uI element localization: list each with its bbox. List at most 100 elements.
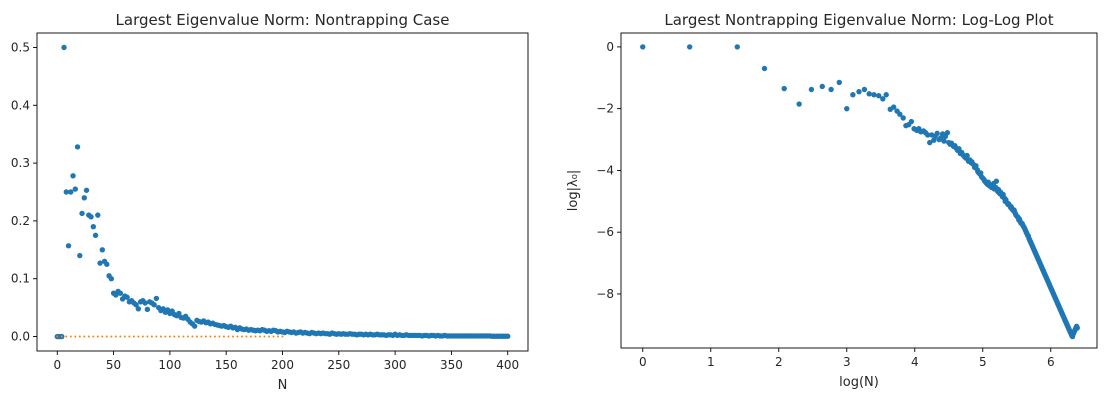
data-point-small: [227, 335, 230, 338]
x-tick-label: 400: [496, 358, 519, 372]
data-point: [828, 86, 834, 93]
y-tick-label: 0.5: [11, 40, 30, 54]
data-point: [108, 276, 115, 282]
y-tick-label: 0: [606, 40, 614, 54]
x-tick-label: 0: [639, 355, 647, 369]
data-point: [124, 294, 130, 300]
data-point: [90, 223, 97, 230]
y-tick-label: −4: [596, 163, 614, 177]
data-point-small: [200, 335, 203, 338]
data-point-small: [164, 335, 167, 338]
data-point: [505, 333, 511, 339]
y-tick-label: −2: [596, 102, 614, 116]
data-point-small: [236, 335, 239, 338]
data-point: [890, 104, 897, 110]
y-tick-label: −8: [596, 287, 614, 301]
data-point-small: [114, 335, 117, 338]
data-point-small: [281, 335, 284, 338]
data-point-small: [258, 335, 261, 338]
data-point: [900, 115, 906, 121]
data-point: [135, 306, 142, 312]
data-point: [72, 186, 78, 192]
data-point: [866, 91, 872, 97]
data-point: [850, 92, 856, 98]
data-point-small: [96, 335, 99, 338]
data-point-small: [132, 335, 135, 338]
data-point-small: [141, 335, 144, 338]
y-tick-label: 0.2: [11, 214, 30, 228]
x-tick-label: 2: [775, 355, 783, 369]
data-point-small: [240, 335, 243, 338]
data-point-small: [119, 335, 122, 338]
data-point: [876, 92, 882, 99]
data-point: [856, 88, 862, 95]
data-point: [927, 139, 933, 146]
data-point: [1074, 325, 1080, 331]
x-axis-label: log(N): [839, 375, 879, 390]
y-tick-label: 0.0: [11, 330, 30, 344]
data-point: [99, 247, 106, 253]
data-point-small: [182, 335, 185, 338]
data-point: [61, 44, 67, 51]
data-point: [941, 138, 947, 144]
x-tick-label: 300: [384, 358, 407, 372]
data-point: [883, 92, 889, 98]
x-tick-label: 100: [158, 358, 181, 372]
data-point-small: [168, 335, 171, 338]
x-tick-label: 0: [53, 358, 61, 372]
data-point: [861, 86, 868, 93]
axes-frame: [36, 32, 529, 352]
data-point-small: [254, 335, 257, 338]
data-point: [964, 152, 970, 159]
left-plot: Largest Eigenvalue Norm: Nontrapping Cas…: [11, 11, 529, 393]
data-point: [808, 86, 815, 93]
data-point: [77, 252, 83, 259]
data-point-small: [177, 335, 180, 338]
data-point: [104, 261, 110, 267]
data-point: [81, 195, 88, 201]
data-points: [640, 44, 1080, 340]
data-point: [640, 44, 646, 50]
data-point-small: [231, 335, 234, 338]
data-point: [153, 295, 160, 302]
data-point-small: [69, 335, 72, 338]
x-axis-label: N: [278, 378, 288, 393]
data-point-small: [186, 335, 189, 338]
data-point-small: [128, 335, 131, 338]
axes-frame: [620, 32, 1098, 349]
data-point: [92, 232, 99, 239]
data-point: [897, 111, 903, 117]
data-point: [65, 243, 72, 249]
data-point-small: [218, 335, 221, 338]
y-tick-label: 0.1: [11, 272, 30, 286]
data-point-small: [137, 335, 140, 338]
data-point-small: [56, 335, 59, 338]
data-point: [144, 306, 151, 313]
data-point-small: [146, 335, 149, 338]
data-point: [176, 310, 182, 317]
data-point-small: [245, 335, 248, 338]
data-point-small: [78, 335, 81, 338]
data-point-small: [222, 335, 225, 338]
y-tick-label: 0.4: [11, 98, 30, 112]
data-point: [993, 178, 1000, 184]
chart-title: Largest Nontrapping Eigenvalue Norm: Log…: [664, 11, 1053, 29]
data-point: [934, 130, 940, 137]
data-point-small: [155, 335, 158, 338]
x-tick-label: 250: [327, 358, 350, 372]
data-point: [908, 118, 915, 125]
data-point: [79, 210, 85, 217]
x-tick-label: 6: [1047, 355, 1055, 369]
data-point-small: [123, 335, 126, 338]
x-tick-label: 150: [215, 358, 238, 372]
data-point-small: [101, 335, 104, 338]
data-point-small: [213, 335, 216, 338]
data-point: [70, 173, 76, 179]
data-point: [796, 101, 802, 107]
data-point-small: [277, 335, 279, 338]
data-point-small: [195, 335, 198, 338]
chart-title: Largest Eigenvalue Norm: Nontrapping Cas…: [116, 11, 450, 29]
data-point: [844, 105, 850, 112]
